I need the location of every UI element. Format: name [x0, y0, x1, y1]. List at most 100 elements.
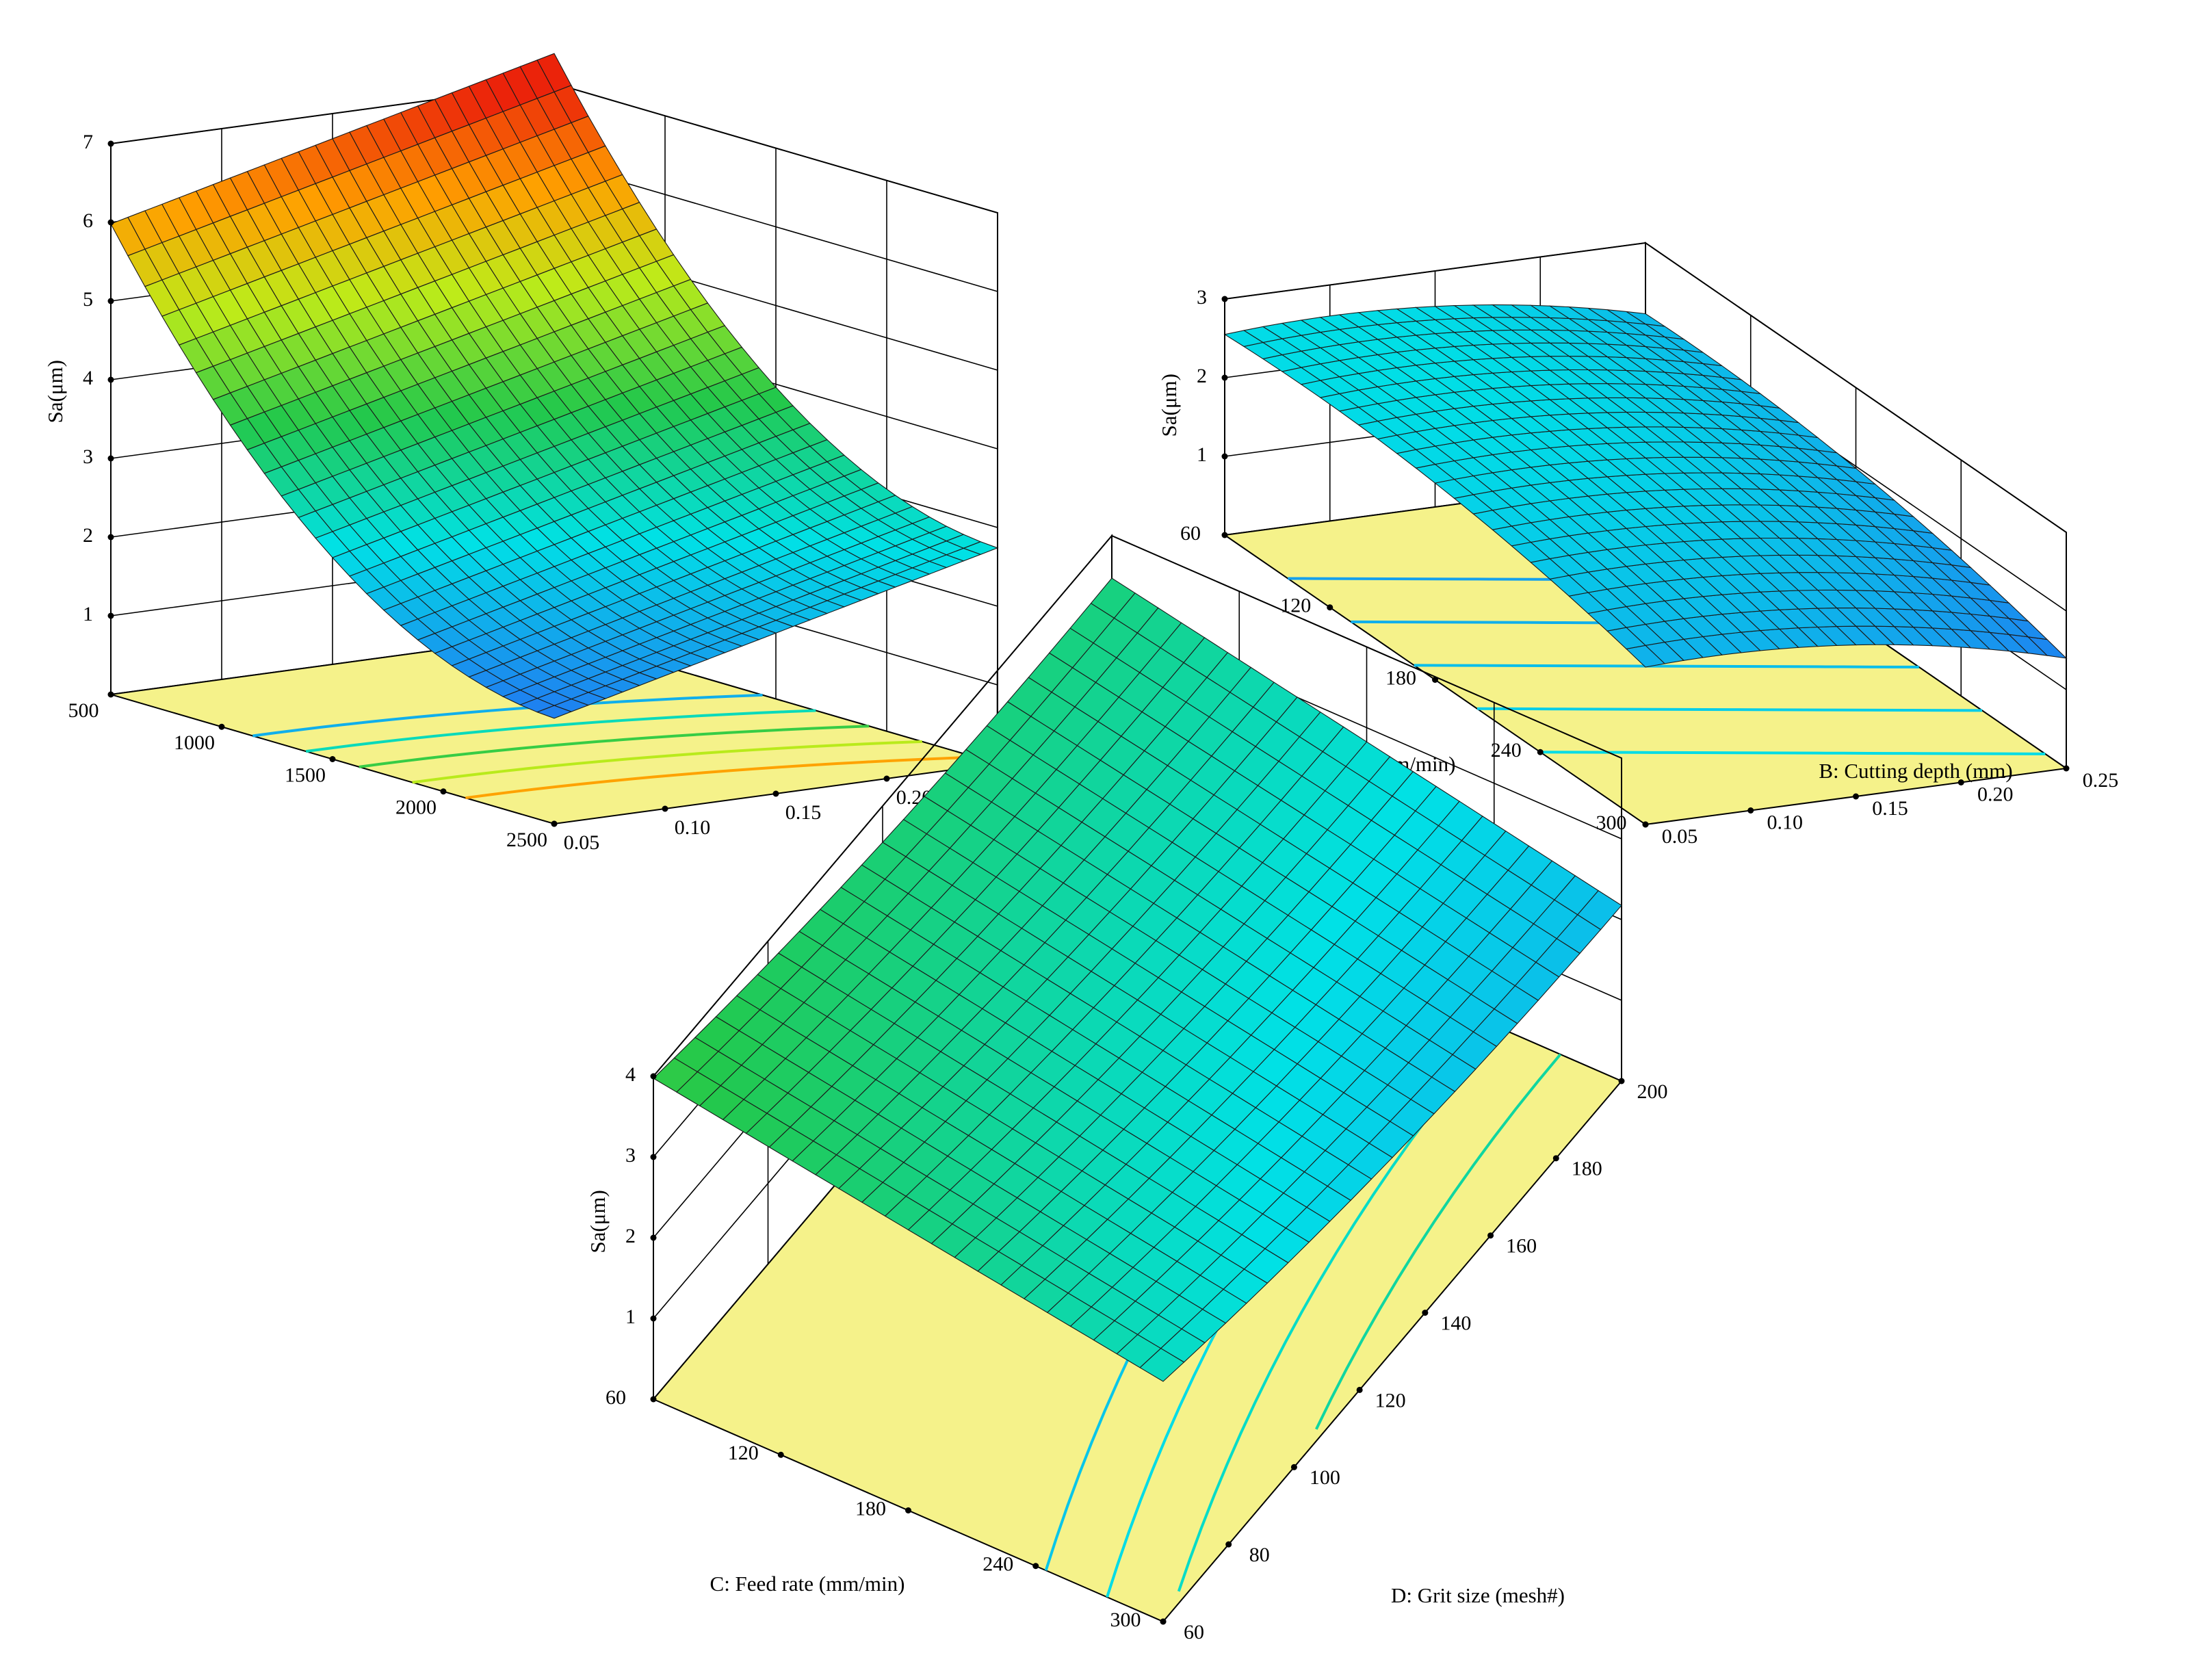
z-tick-mark — [650, 1315, 657, 1322]
surface-plot-1: 1 2 3 4 5 6 7 Sa(μm) 500 1000 1500 2000 2500 0.05 0.10… — [43, 53, 1043, 854]
z-tick-mark — [650, 1154, 657, 1160]
z-tick-label: 4 — [83, 367, 93, 389]
z-axis-title: Sa(μm) — [1157, 374, 1181, 437]
x-tick-label: 2000 — [395, 796, 437, 819]
x-tick-label: 1000 — [174, 731, 215, 754]
z-tick-mark — [107, 219, 114, 226]
x-tick-mark — [1537, 749, 1544, 755]
z-tick-mark — [1221, 296, 1228, 302]
y-tick-mark — [662, 805, 668, 812]
z-tick-label: 3 — [625, 1144, 636, 1167]
contour-line — [412, 740, 922, 784]
response-surface — [110, 53, 999, 719]
surface-plot-2: 123Sa(μm)601201802403000.050.100.150.200… — [1157, 242, 2119, 848]
y-tick-mark — [1422, 1310, 1429, 1316]
x-tick-label: 300 — [1110, 1609, 1141, 1631]
z-tick-mark — [650, 1073, 657, 1080]
z-tick-mark — [1221, 453, 1228, 460]
contour-line — [1414, 664, 1919, 668]
x-tick-label: 60 — [1180, 522, 1201, 545]
wall-gridline — [1224, 242, 2067, 533]
contour-line — [1476, 707, 1983, 712]
z-tick-label: 1 — [625, 1305, 636, 1328]
z-axis-title: Sa(μm) — [586, 1190, 610, 1253]
z-tick-mark — [107, 455, 114, 462]
y-tick-label: 160 — [1506, 1235, 1537, 1258]
x-axis-title: C: Feed rate (mm/min) — [710, 1572, 905, 1596]
y-tick-label: 0.25 — [2083, 769, 2119, 792]
x-tick-mark — [440, 788, 447, 795]
wall-gridline — [653, 535, 1622, 1077]
y-tick-label: 120 — [1375, 1389, 1406, 1412]
z-tick-mark — [1221, 374, 1228, 381]
y-tick-mark — [1618, 1078, 1625, 1084]
y-tick-mark — [551, 820, 558, 827]
y-tick-mark — [1957, 779, 1964, 785]
z-tick-label: 6 — [83, 209, 93, 232]
x-tick-label: 120 — [728, 1442, 759, 1464]
y-tick-mark — [2063, 765, 2070, 772]
y-tick-mark — [883, 775, 890, 782]
z-tick-label: 7 — [83, 131, 93, 153]
y-tick-label: 200 — [1637, 1080, 1668, 1103]
y-tick-label: 0.20 — [1977, 783, 2014, 805]
y-tick-mark — [1225, 1541, 1232, 1548]
y-tick-label: 140 — [1440, 1312, 1471, 1334]
z-tick-label: 3 — [1197, 286, 1207, 309]
y-tick-label: 0.05 — [1662, 825, 1698, 848]
y-tick-mark — [1853, 793, 1859, 800]
z-tick-label: 3 — [83, 445, 93, 468]
y-tick-mark — [1356, 1386, 1363, 1393]
y-tick-label: 60 — [1184, 1621, 1204, 1643]
x-tick-mark — [1221, 532, 1228, 538]
surface-cell — [1223, 330, 1264, 347]
x-tick-label: 240 — [1491, 739, 1522, 762]
x-tick-label: 2500 — [506, 829, 547, 851]
y-axis-title: B: Cutting depth (mm) — [1819, 759, 2012, 783]
y-axis-title: D: Grit size (mesh#) — [1391, 1583, 1565, 1607]
contour-line — [1540, 751, 2046, 755]
z-axis-title: Sa(μm) — [43, 360, 67, 423]
x-tick-label: 500 — [68, 699, 99, 722]
response-surface — [653, 577, 1622, 1382]
y-tick-mark — [1747, 807, 1754, 814]
z-tick-label: 2 — [83, 524, 93, 547]
x-tick-mark — [1327, 604, 1333, 611]
x-tick-mark — [777, 1451, 784, 1458]
x-tick-mark — [650, 1396, 657, 1403]
z-tick-label: 1 — [83, 603, 93, 625]
z-tick-mark — [107, 298, 114, 304]
y-tick-label: 0.10 — [1767, 811, 1804, 833]
y-tick-label: 0.15 — [785, 801, 822, 824]
y-tick-mark — [1160, 1618, 1167, 1625]
z-tick-label: 2 — [625, 1225, 636, 1247]
x-tick-label: 60 — [606, 1386, 626, 1409]
z-tick-mark — [107, 534, 114, 541]
z-tick-mark — [650, 1234, 657, 1241]
x-tick-label: 240 — [983, 1553, 1013, 1576]
z-tick-label: 1 — [1197, 443, 1207, 466]
z-tick-label: 4 — [625, 1063, 636, 1086]
surface-cell — [653, 1057, 699, 1093]
contour-line — [1314, 1053, 1562, 1430]
x-tick-label: 120 — [1280, 595, 1311, 617]
y-tick-mark — [772, 790, 779, 797]
y-tick-mark — [1290, 1464, 1297, 1470]
y-tick-label: 0.15 — [1872, 797, 1908, 820]
y-tick-mark — [1487, 1232, 1494, 1239]
x-tick-mark — [218, 723, 225, 730]
x-tick-mark — [107, 691, 114, 698]
z-tick-label: 2 — [1197, 365, 1207, 387]
y-tick-label: 100 — [1310, 1466, 1340, 1489]
y-tick-label: 0.05 — [564, 831, 600, 854]
x-tick-label: 1500 — [285, 764, 326, 786]
contour-line — [305, 709, 816, 753]
y-tick-label: 0.10 — [675, 816, 711, 839]
x-tick-label: 180 — [1385, 666, 1416, 689]
y-tick-mark — [1642, 821, 1649, 828]
surface-plot-3: 1 2 3 4 Sa(μm) 60 120 180 240 300 60 80 100 120 140 160… — [586, 534, 1668, 1643]
y-tick-label: 180 — [1572, 1158, 1602, 1180]
x-tick-mark — [1432, 677, 1438, 683]
